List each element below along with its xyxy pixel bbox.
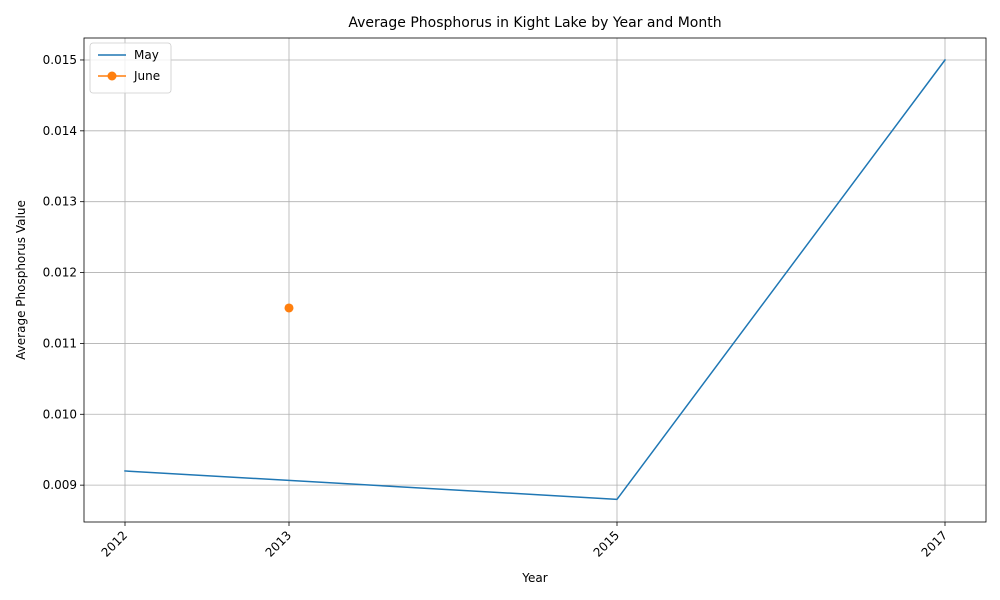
- y-axis: 0.009 0.010 0.011 0.012 0.013 0.014 0.015: [43, 53, 84, 492]
- y-tick-label: 0.012: [43, 266, 77, 280]
- legend-label-may: May: [134, 48, 159, 62]
- y-axis-label: Average Phosphorus Value: [14, 200, 28, 360]
- legend-label-june: June: [133, 69, 160, 83]
- y-tick-label: 0.014: [43, 124, 77, 138]
- legend-box: [89, 42, 172, 94]
- data-point-june: [284, 303, 294, 313]
- series-line-may: [124, 58, 947, 501]
- legend-marker-june: [107, 71, 117, 81]
- y-tick-label: 0.015: [43, 53, 77, 67]
- y-tick-label: 0.013: [43, 195, 77, 209]
- x-axis-label: Year: [521, 571, 547, 585]
- legend: May June: [89, 42, 172, 94]
- plot-frame: [83, 37, 987, 523]
- y-tick-label: 0.009: [43, 478, 77, 492]
- y-tick-label: 0.010: [43, 407, 77, 421]
- y-tick-label: 0.011: [43, 336, 77, 350]
- chart-title: Average Phosphorus in Kight Lake by Year…: [348, 15, 721, 31]
- series-layer: [124, 58, 947, 501]
- grid: [84, 38, 986, 522]
